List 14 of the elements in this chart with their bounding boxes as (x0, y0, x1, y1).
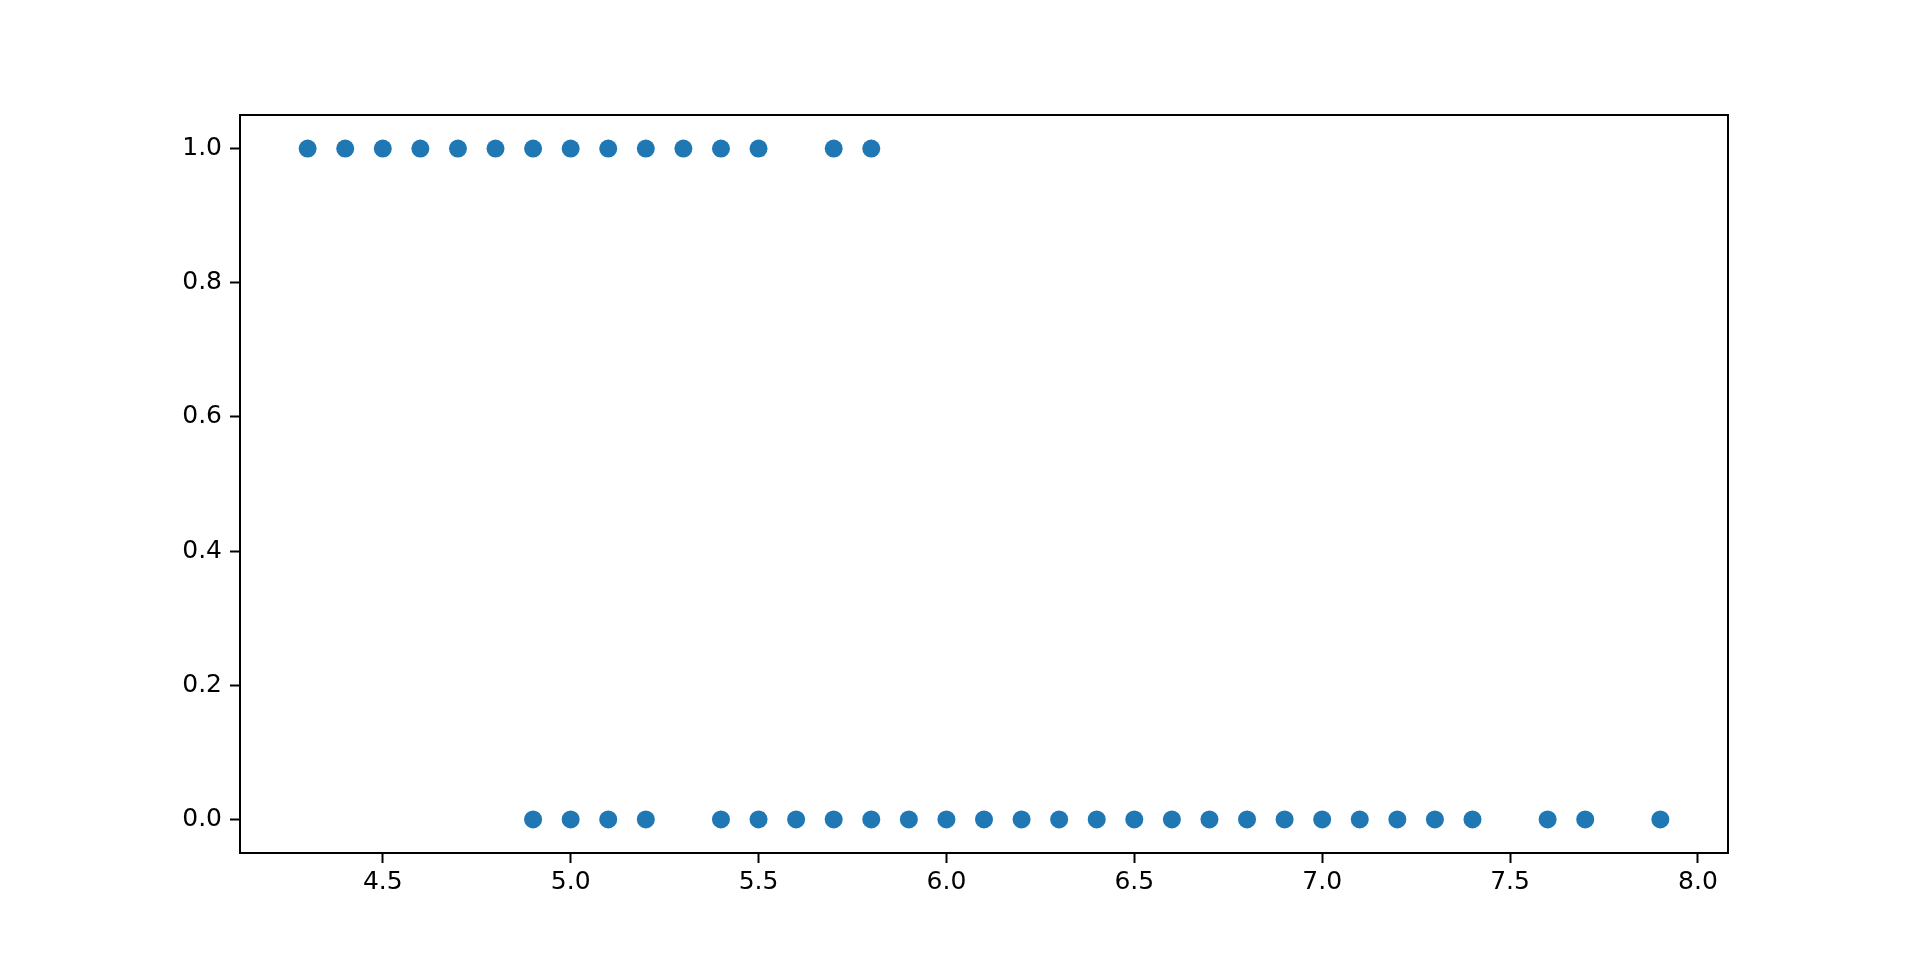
x-tick-label: 5.0 (550, 865, 591, 895)
x-tick-label: 6.0 (926, 865, 967, 895)
y-tick-label: 0.0 (182, 802, 222, 832)
y-tick-label: 0.6 (182, 400, 222, 430)
y-tick-label: 0.8 (182, 266, 222, 296)
x-tick-label: 7.0 (1302, 865, 1343, 895)
x-tick-label: 5.5 (738, 865, 779, 895)
y-tick-label: 1.0 (182, 132, 222, 162)
x-tick-label: 8.0 (1678, 865, 1718, 895)
x-tick-label: 7.5 (1490, 865, 1530, 895)
y-tick-label: 0.2 (182, 668, 222, 698)
x-tick-label: 4.5 (362, 865, 403, 895)
y-tick-label: 0.4 (182, 534, 222, 564)
x-tick-label: 6.5 (1114, 865, 1155, 895)
